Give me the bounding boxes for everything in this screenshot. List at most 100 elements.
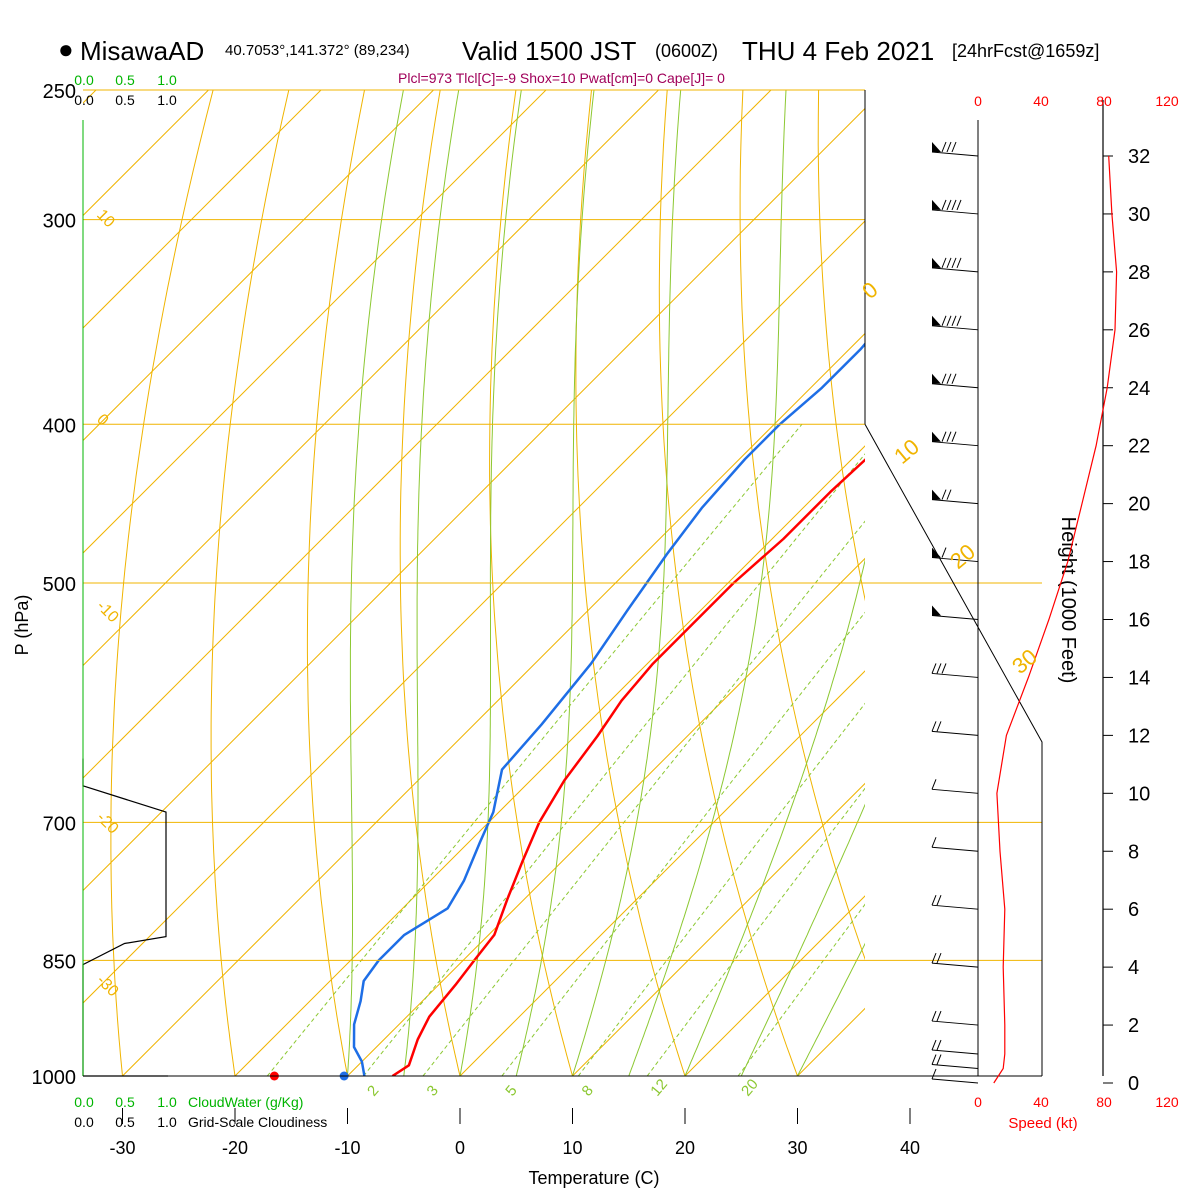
wind-barb-feather xyxy=(941,431,947,442)
isotherm-line xyxy=(83,90,547,554)
wind-barb-feather xyxy=(941,489,947,500)
wind-barb-feather xyxy=(931,1054,937,1065)
temperature-tick-label: -10 xyxy=(334,1138,360,1158)
moist-adiabat-line xyxy=(459,90,522,1076)
dry-adiabat-label: 0 xyxy=(857,277,882,304)
wind-barb-feather xyxy=(941,373,947,384)
cloudiness-tick-bottom: 0.0 xyxy=(74,1114,94,1130)
wind-barb-staff xyxy=(931,209,979,215)
temperature-tick-label: 10 xyxy=(562,1138,582,1158)
speed-axis-title: Speed (kt) xyxy=(1008,1115,1077,1132)
mixing-ratio-label: 12 xyxy=(647,1076,671,1100)
height-tick-label: 10 xyxy=(1128,783,1150,805)
height-axis-title: Height (1000 Feet) xyxy=(1057,517,1079,684)
speed-tick-label-bottom: 0 xyxy=(974,1094,982,1110)
station-name: MisawaAD xyxy=(80,36,205,66)
dry-adiabat-line xyxy=(575,90,686,1076)
wind-barb-feather xyxy=(936,1054,942,1065)
wind-barb-feather xyxy=(951,141,957,153)
dewpoint-profile-line xyxy=(352,342,865,1076)
wind-barb-feather xyxy=(941,141,947,153)
temperature-tick-label: 20 xyxy=(675,1138,695,1158)
height-tick-label: 16 xyxy=(1128,610,1150,632)
height-tick-label: 24 xyxy=(1128,378,1150,400)
wind-barb-staff xyxy=(931,441,979,447)
wind-barb-staff xyxy=(931,730,979,736)
wind-barb-flag xyxy=(932,431,941,442)
plot-area xyxy=(83,61,1200,1111)
cloudiness-axis-title: Grid-Scale Cloudiness xyxy=(188,1114,327,1130)
mixing-ratio-line xyxy=(266,423,803,1076)
isotherm-line xyxy=(572,782,865,1076)
indices-line: Plcl=973 Tlcl[C]=-9 Shox=10 Pwat[cm]=0 C… xyxy=(398,70,725,86)
wind-barb-staff xyxy=(931,383,979,389)
mixing-ratio-line xyxy=(577,702,865,1076)
dry-adiabat-line xyxy=(399,90,461,1076)
cloudiness-tick-bottom: 1.0 xyxy=(157,1114,177,1130)
mixing-ratio-line xyxy=(737,903,865,1076)
wind-barb-staff xyxy=(931,962,979,968)
wind-barb-feather xyxy=(931,779,937,790)
temperature-profile-line xyxy=(391,458,865,1076)
wind-barb-flag xyxy=(932,605,941,616)
forecast-label: [24hrFcst@1659z] xyxy=(952,41,1100,61)
wind-barb-feather xyxy=(931,721,937,732)
wind-barb-feather xyxy=(951,257,957,269)
wind-barb-flag xyxy=(932,142,941,152)
wind-barb-flag xyxy=(932,257,941,268)
speed-tick-label-bottom: 80 xyxy=(1096,1094,1112,1110)
height-tick-label: 4 xyxy=(1128,957,1139,979)
valid-zulu: (0600Z) xyxy=(655,41,719,61)
station-dot: ● xyxy=(58,34,74,64)
wind-barb-feather xyxy=(936,1010,942,1022)
wind-barb-feather xyxy=(946,315,952,326)
cloudwater-axis-title: CloudWater (g/Kg) xyxy=(188,1094,303,1110)
cloudiness-tick-top: 1.0 xyxy=(157,92,177,108)
wind-barb-staff xyxy=(931,267,979,273)
height-tick-label: 26 xyxy=(1128,320,1150,342)
height-tick-label: 2 xyxy=(1128,1015,1139,1037)
wind-barb-feather xyxy=(931,837,937,848)
moist-adiabat-line xyxy=(628,90,787,1076)
dry-adiabat-label: 10 xyxy=(889,434,924,469)
wind-barb-feather xyxy=(931,1039,937,1051)
wind-barb-staff xyxy=(931,151,979,157)
pressure-tick-label: 300 xyxy=(43,211,76,233)
dry-adiabat-line xyxy=(306,90,366,1076)
speed-tick-label-top: 80 xyxy=(1096,93,1112,109)
temperature-tick-label: 30 xyxy=(787,1138,807,1158)
cloudwater-tick-bottom: 0.0 xyxy=(74,1094,94,1110)
wind-barb-feather xyxy=(946,489,952,500)
wind-barb-staff xyxy=(931,557,979,563)
x-axis-title: Temperature (C) xyxy=(528,1168,659,1188)
isotherm-label: -20 xyxy=(93,809,121,837)
moist-adiabat-line xyxy=(797,942,865,1076)
cloudiness-tick-top: 0.5 xyxy=(115,92,135,108)
wind-barb-flag xyxy=(932,199,941,210)
isotherm-label: -30 xyxy=(93,972,121,1000)
wind-barb-feather xyxy=(941,547,947,558)
dry-adiabat-line xyxy=(739,90,865,961)
moist-adiabat-line xyxy=(740,803,865,1076)
cloudwater-tick-top: 1.0 xyxy=(157,72,177,88)
isotherm-line xyxy=(459,670,865,1076)
isotherm-line xyxy=(83,90,322,329)
wind-barb-feather xyxy=(936,895,942,906)
wind-barb-flag xyxy=(932,489,941,500)
height-tick-label: 14 xyxy=(1128,667,1150,689)
pressure-tick-label: 250 xyxy=(43,81,76,103)
speed-tick-label-top: 0 xyxy=(974,93,982,109)
isotherm-line xyxy=(1023,90,1200,1076)
isotherm-label: 10 xyxy=(93,206,118,231)
mixing-ratio-line xyxy=(422,520,865,1076)
moist-adiabat-line xyxy=(403,90,460,1076)
speed-tick-label-top: 40 xyxy=(1033,93,1049,109)
wind-barb-flag xyxy=(932,547,941,558)
temperature-tick-label: -20 xyxy=(222,1138,248,1158)
cloudiness-profile-line xyxy=(82,758,167,1076)
dry-adiabat-line xyxy=(210,90,290,1076)
dry-adiabat-line xyxy=(1193,61,1200,1111)
moist-adiabat-line xyxy=(347,90,404,1076)
dry-adiabat-line xyxy=(817,90,865,602)
